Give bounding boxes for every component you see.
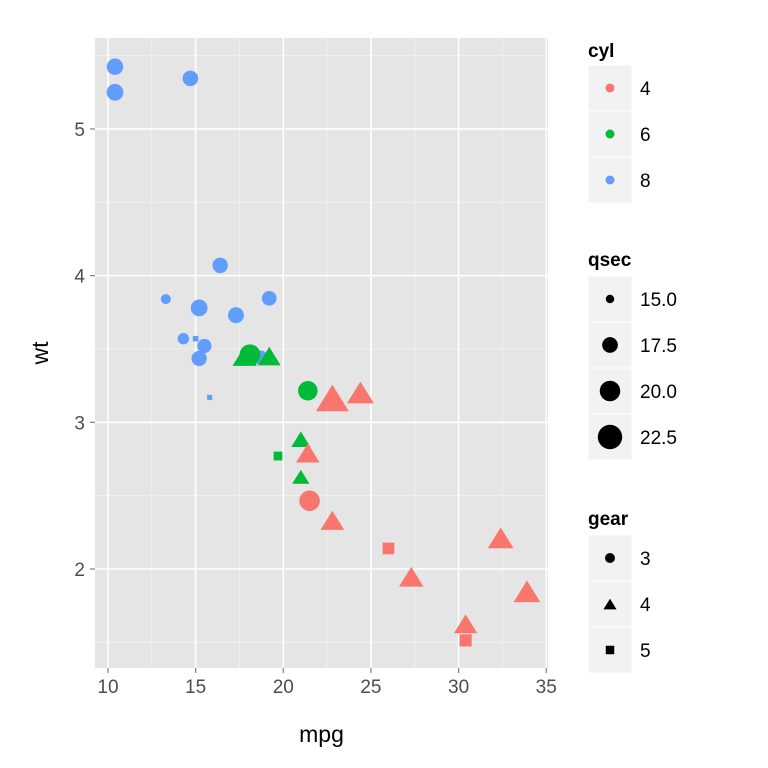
legend-swatch-cyl-4	[605, 83, 615, 93]
plot-panel	[95, 38, 548, 668]
legend-title-gear: gear	[588, 509, 629, 530]
data-point	[177, 332, 190, 345]
legend-shape-square-icon	[605, 645, 615, 655]
y-tick-label: 4	[74, 267, 85, 288]
data-point	[261, 291, 277, 306]
legend-label: 4	[640, 79, 651, 100]
x-tick-label: 15	[185, 677, 206, 698]
x-tick-label: 20	[273, 677, 294, 698]
legend-key	[587, 321, 633, 369]
legend-label: 4	[640, 595, 651, 616]
x-tick-label: 35	[536, 677, 557, 698]
data-point	[459, 634, 472, 647]
data-point	[227, 307, 244, 324]
data-point	[106, 83, 124, 101]
x-tick-label: 30	[448, 677, 469, 698]
y-tick-label: 3	[74, 413, 85, 434]
data-point	[487, 527, 514, 549]
y-tick-label: 2	[74, 560, 85, 581]
data-point	[197, 338, 212, 354]
legend-swatch-cyl-6	[605, 129, 615, 139]
legend-label: 3	[640, 549, 651, 570]
legend-shape-triangle-icon	[603, 598, 617, 610]
data-point	[106, 58, 124, 75]
data-point	[273, 451, 283, 461]
y-axis-label: wt	[27, 341, 53, 366]
data-point	[182, 70, 199, 87]
data-point	[399, 566, 424, 587]
data-point	[513, 580, 541, 603]
data-point	[320, 510, 345, 530]
data-point	[382, 542, 395, 555]
data-point	[299, 490, 320, 512]
legend-label: 8	[640, 171, 651, 192]
legend-title-qsec: qsec	[588, 250, 632, 271]
legend-size-swatch	[597, 424, 623, 450]
data-point	[346, 381, 374, 404]
data-point	[192, 335, 199, 342]
legend-size-swatch	[599, 380, 621, 402]
legend-label: 6	[640, 125, 651, 146]
data-point	[191, 350, 207, 367]
data-point	[453, 614, 478, 634]
legend-label: 5	[640, 641, 651, 662]
data-point	[291, 431, 311, 448]
data-point	[298, 380, 318, 401]
legend-label: 17.5	[640, 336, 677, 357]
legend-title-cyl: cyl	[588, 41, 614, 62]
legend-label: 22.5	[640, 428, 677, 449]
legend-size-swatch	[602, 337, 618, 353]
legend-shape-circle-icon	[605, 553, 615, 563]
data-point	[190, 299, 208, 317]
data-point	[232, 346, 257, 366]
data-point	[160, 294, 171, 305]
data-point	[315, 384, 349, 412]
data-point	[207, 394, 213, 400]
data-point	[296, 443, 320, 463]
x-axis-label: mpg	[299, 721, 344, 747]
legend-size-swatch	[605, 294, 615, 304]
legend-label: 20.0	[640, 382, 677, 403]
x-tick-label: 25	[360, 677, 381, 698]
x-tick-label: 10	[97, 677, 118, 698]
y-tick-label: 5	[74, 120, 85, 141]
data-point	[292, 469, 310, 484]
legend-swatch-cyl-8	[605, 175, 615, 185]
data-point	[212, 257, 228, 274]
legend-label: 15.0	[640, 290, 677, 311]
data-point	[257, 346, 281, 366]
